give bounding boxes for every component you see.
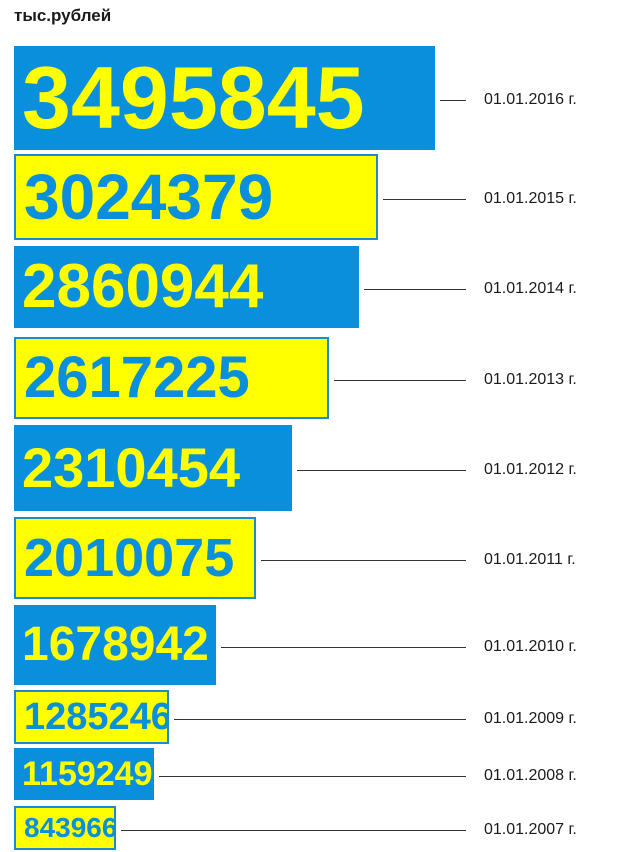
bar-2617225: 2617225 <box>14 337 329 419</box>
unit-label: тыс.рублей <box>14 6 112 25</box>
leader-line <box>261 560 466 561</box>
leader-line <box>383 199 466 200</box>
date-label: 01.01.2008 г. <box>484 767 577 784</box>
bar-1159249: 1159249 <box>14 748 154 800</box>
leader-line <box>121 830 466 831</box>
date-label: 01.01.2012 г. <box>484 461 577 478</box>
date-label: 01.01.2009 г. <box>484 710 577 727</box>
bar-2860944: 2860944 <box>14 246 359 328</box>
bar-3495845: 3495845 <box>14 46 435 150</box>
bar-2010075: 2010075 <box>14 517 256 599</box>
date-label: 01.01.2010 г. <box>484 638 577 655</box>
bar-1678942: 1678942 <box>14 605 216 685</box>
bar-1285246: 1285246 <box>14 690 169 744</box>
bar-2310454: 2310454 <box>14 425 292 511</box>
leader-line <box>334 380 466 381</box>
leader-line <box>159 776 466 777</box>
date-label: 01.01.2015 г. <box>484 190 577 207</box>
bar-3024379: 3024379 <box>14 154 378 240</box>
date-label: 01.01.2007 г. <box>484 821 577 838</box>
date-label: 01.01.2011 г. <box>484 551 576 568</box>
leader-line <box>221 647 466 648</box>
bar-843966: 843966 <box>14 806 116 850</box>
date-label: 01.01.2014 г. <box>484 280 577 297</box>
leader-line <box>364 289 466 290</box>
leader-line <box>297 470 466 471</box>
date-label: 01.01.2016 г. <box>484 91 577 108</box>
leader-line <box>174 719 466 720</box>
date-label: 01.01.2013 г. <box>484 371 577 388</box>
leader-line <box>440 100 466 101</box>
